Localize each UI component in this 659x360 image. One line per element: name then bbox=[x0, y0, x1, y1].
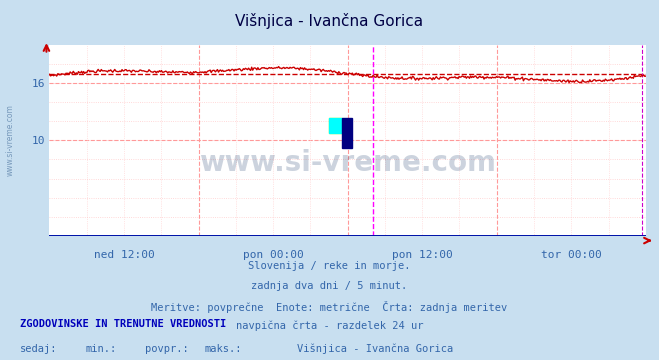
Text: ZGODOVINSKE IN TRENUTNE VREDNOSTI: ZGODOVINSKE IN TRENUTNE VREDNOSTI bbox=[20, 319, 226, 329]
Text: Meritve: povprečne  Enote: metrične  Črta: zadnja meritev: Meritve: povprečne Enote: metrične Črta:… bbox=[152, 301, 507, 312]
Text: zadnja dva dni / 5 minut.: zadnja dva dni / 5 minut. bbox=[251, 281, 408, 291]
Text: pon 00:00: pon 00:00 bbox=[243, 250, 303, 260]
Bar bbox=[329, 117, 341, 133]
Text: pon 12:00: pon 12:00 bbox=[392, 250, 453, 260]
Text: navpična črta - razdelek 24 ur: navpična črta - razdelek 24 ur bbox=[236, 320, 423, 331]
Text: tor 00:00: tor 00:00 bbox=[541, 250, 602, 260]
Text: sedaj:: sedaj: bbox=[20, 344, 57, 354]
Text: Višnjica - Ivančna Gorica: Višnjica - Ivančna Gorica bbox=[235, 13, 424, 28]
Text: Višnjica - Ivančna Gorica: Višnjica - Ivančna Gorica bbox=[297, 344, 453, 354]
Text: ned 12:00: ned 12:00 bbox=[94, 250, 154, 260]
Text: Slovenija / reke in morje.: Slovenija / reke in morje. bbox=[248, 261, 411, 271]
Bar bbox=[329, 117, 341, 133]
Bar bbox=[341, 117, 352, 148]
Text: min.:: min.: bbox=[86, 344, 117, 354]
Text: povpr.:: povpr.: bbox=[145, 344, 188, 354]
Text: www.si-vreme.com: www.si-vreme.com bbox=[5, 104, 14, 176]
Text: www.si-vreme.com: www.si-vreme.com bbox=[199, 149, 496, 177]
Text: maks.:: maks.: bbox=[204, 344, 242, 354]
